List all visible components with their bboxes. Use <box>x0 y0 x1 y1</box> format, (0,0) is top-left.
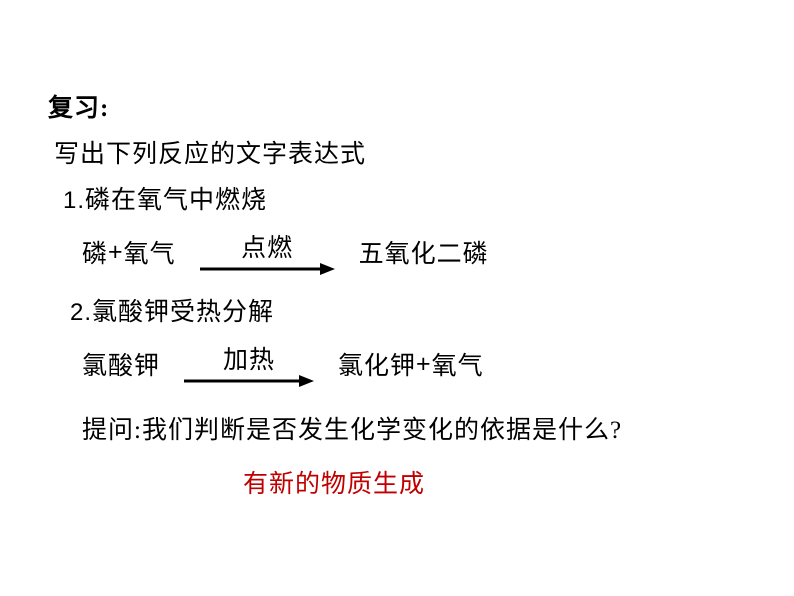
reaction2-condition: 加热 <box>223 340 275 376</box>
reaction2-plus: + <box>416 350 432 379</box>
review-title: 复习: <box>48 88 794 124</box>
reaction1-reactant2: 氧气 <box>124 234 176 270</box>
instruction-text: 写出下列反应的文字表达式 <box>54 134 794 170</box>
reaction2-header: 2.氯酸钾受热分解 <box>70 292 794 328</box>
reaction2-product2: 氧气 <box>432 346 484 382</box>
reaction2-equation: 氯酸钾 加热 氯化钾+氧气 <box>82 340 794 388</box>
answer-text: 有新的物质生成 <box>243 464 794 500</box>
reaction1-product: 五氧化二磷 <box>359 234 489 270</box>
reaction2-number: 2. <box>70 299 92 326</box>
question-text: 提问:我们判断是否发生化学变化的依据是什么? <box>82 410 794 446</box>
reaction2-product1: 氯化钾 <box>338 346 416 382</box>
reaction2-title: 氯酸钾受热分解 <box>92 299 274 326</box>
reaction1-equation: 磷+氧气 点燃 五氧化二磷 <box>82 228 794 276</box>
reaction1-reactant1: 磷 <box>82 234 108 270</box>
reaction2-arrow-container: 加热 <box>184 340 314 388</box>
reaction1-arrow-container: 点燃 <box>200 228 335 276</box>
reaction1-condition: 点燃 <box>241 228 293 264</box>
reaction1-title: 磷在氧气中燃烧 <box>85 187 267 214</box>
reaction1-header: 1.磷在氧气中燃烧 <box>63 180 794 216</box>
reaction2-reactant1: 氯酸钾 <box>82 346 160 382</box>
reaction1-number: 1. <box>63 187 85 214</box>
arrow-icon <box>200 262 335 276</box>
reaction1-plus: + <box>108 238 124 267</box>
arrow-icon <box>184 374 314 388</box>
